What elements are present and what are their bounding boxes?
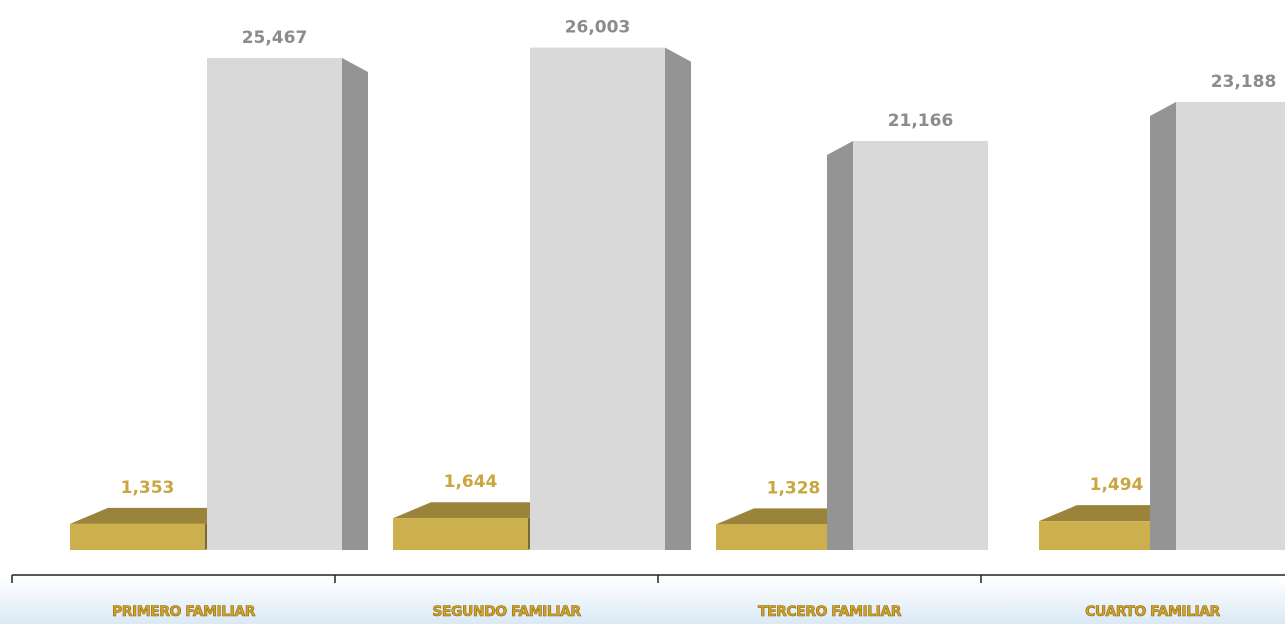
footer-band	[0, 578, 1285, 624]
bar	[70, 523, 205, 550]
value-label: 25,467	[242, 28, 308, 48]
x-tick-label: TERCERO FAMILIAR	[758, 604, 902, 620]
bar-top	[393, 502, 566, 519]
bar	[1176, 101, 1285, 550]
value-label: 1,353	[121, 478, 175, 498]
bar-side	[342, 57, 368, 551]
bar	[207, 57, 342, 551]
bar-side	[665, 47, 691, 550]
value-label: 26,003	[565, 18, 631, 38]
value-label: 1,328	[767, 478, 821, 498]
value-label: 1,494	[1090, 475, 1144, 495]
value-label: 21,166	[888, 111, 954, 131]
bar-side	[827, 141, 853, 550]
x-tick-label: CUARTO FAMILIAR	[1085, 604, 1220, 620]
bar-side	[1150, 101, 1176, 550]
bar	[530, 47, 665, 550]
x-tick-label: SEGUNDO FAMILIAR	[432, 604, 581, 620]
bar-top	[70, 507, 243, 524]
x-tick-label: PRIMERO FAMILIAR	[112, 604, 256, 620]
bar	[853, 141, 988, 550]
bar	[393, 518, 528, 550]
value-label: 23,188	[1211, 72, 1277, 92]
value-label: 1,644	[444, 472, 498, 492]
